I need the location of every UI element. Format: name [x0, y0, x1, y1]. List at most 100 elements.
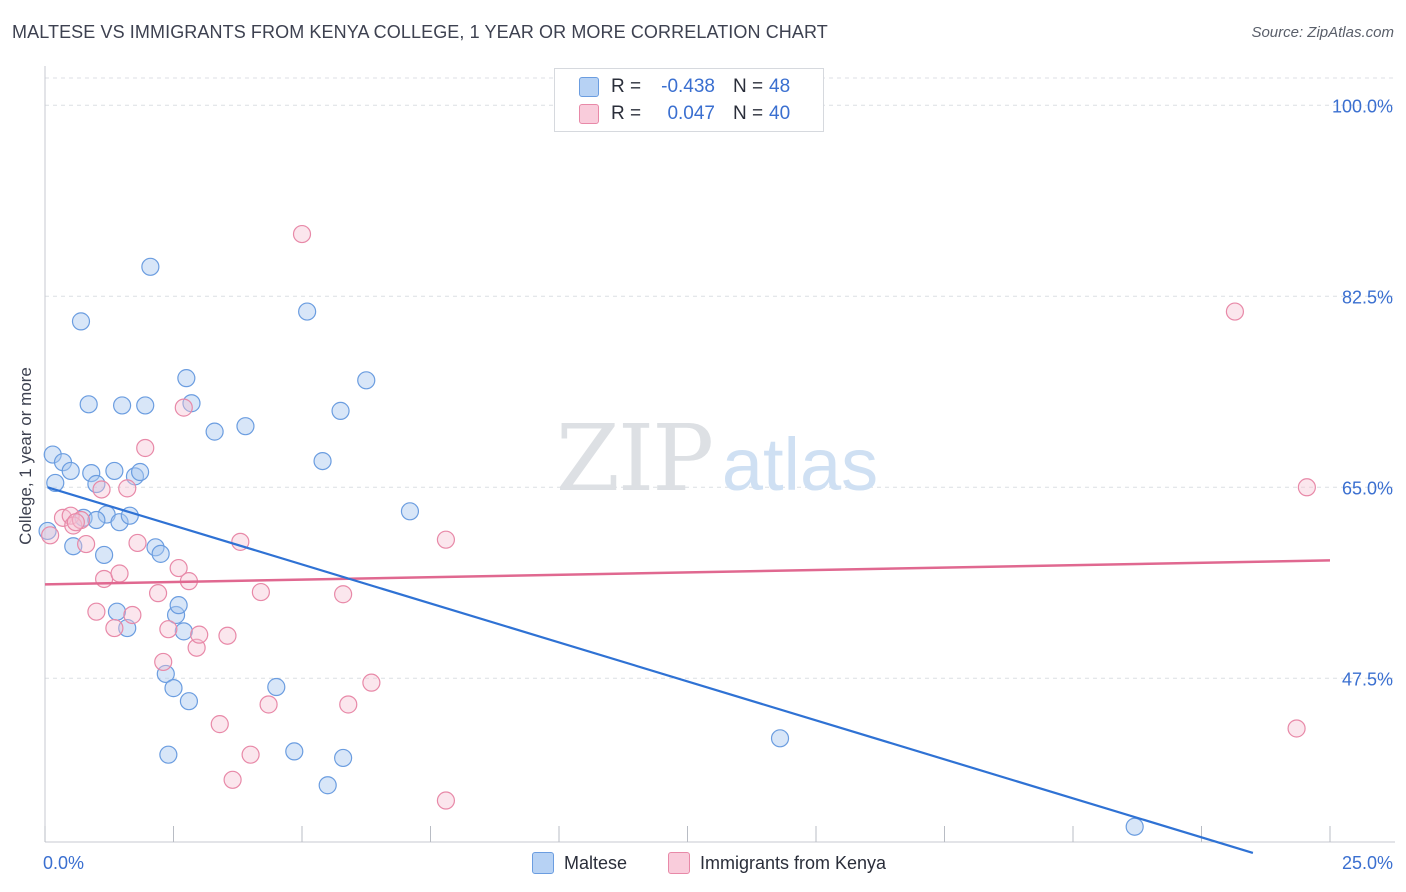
maltese-point — [334, 748, 353, 768]
maltese-point — [159, 745, 178, 764]
r-label: R = — [611, 76, 642, 97]
watermark: ZIP atlas — [556, 405, 878, 512]
maltese-point — [177, 369, 196, 388]
legend-row-maltese: R = -0.438 N = 48 — [579, 75, 790, 99]
n-label: N = — [733, 76, 764, 97]
maltese-points — [38, 257, 1144, 836]
kenya-point — [159, 620, 178, 639]
maltese-point — [110, 513, 129, 532]
maltese-point — [236, 417, 255, 436]
kenya-point — [110, 564, 129, 583]
maltese-point — [267, 677, 286, 697]
n-value: 48 — [769, 76, 791, 97]
maltese-trend-line — [47, 486, 1254, 854]
stats-legend: R = -0.438 N = 48 R = 0.047 N = 40 — [554, 68, 824, 132]
kenya-point — [251, 582, 270, 602]
axes — [44, 66, 1395, 843]
maltese-point — [1125, 817, 1144, 836]
trend-lines — [44, 486, 1331, 854]
kenya-point — [241, 745, 260, 764]
y-tick-label: 82.5% — [1342, 287, 1393, 307]
kenya-point — [436, 530, 456, 549]
watermark-atlas: atlas — [722, 423, 878, 506]
kenya-legend-label: Immigrants from Kenya — [700, 852, 887, 873]
kenya-point — [1225, 302, 1245, 321]
kenya-point — [87, 602, 106, 621]
maltese-point — [151, 544, 170, 563]
legend-item-maltese[interactable]: Maltese — [532, 852, 627, 874]
kenya-point — [1297, 478, 1316, 497]
kenya-point — [136, 438, 155, 458]
maltese-point — [43, 445, 62, 464]
kenya-point — [362, 673, 381, 692]
watermark-zip: ZIP — [556, 405, 712, 512]
legend-row-kenya: R = 0.047 N = 40 — [579, 102, 790, 126]
x-tick-label-min: 0.0% — [43, 853, 84, 873]
maltese-point — [770, 729, 790, 748]
maltese-point — [61, 461, 80, 481]
maltese-point — [95, 545, 114, 565]
maltese-point — [112, 396, 132, 415]
maltese-point — [105, 461, 124, 481]
maltese-point — [107, 602, 127, 621]
kenya-point — [154, 652, 173, 672]
maltese-point — [136, 396, 155, 415]
kenya-point — [92, 480, 111, 499]
kenya-point — [190, 625, 209, 644]
kenya-point — [148, 584, 168, 603]
maltese-point — [357, 371, 376, 390]
maltese-point — [285, 742, 304, 761]
maltese-point — [82, 463, 101, 483]
kenya-point — [77, 534, 96, 554]
kenya-points — [41, 224, 1316, 810]
maltese-legend-swatch — [532, 852, 554, 874]
legend-item-kenya[interactable]: Immigrants from Kenya — [668, 852, 886, 874]
kenya-point — [218, 626, 237, 645]
maltese-point — [87, 510, 106, 530]
kenya-point — [334, 585, 353, 604]
maltese-point — [318, 776, 337, 795]
maltese-point — [87, 474, 106, 494]
kenya-trend-line — [44, 559, 1331, 586]
kenya-point — [41, 526, 60, 545]
r-value: 0.047 — [667, 103, 715, 124]
maltese-point — [141, 257, 160, 276]
kenya-legend-swatch — [668, 852, 690, 874]
kenya-point — [95, 569, 114, 589]
kenya-point — [118, 479, 137, 498]
maltese-point — [400, 502, 420, 521]
maltese-point — [46, 473, 65, 493]
y-tick-label: 100.0% — [1332, 96, 1393, 116]
maltese-point — [164, 679, 183, 698]
kenya-point — [436, 791, 456, 810]
y-tick-label: 47.5% — [1342, 669, 1393, 689]
maltese-point — [174, 622, 193, 641]
kenya-point — [174, 398, 193, 417]
gridlines — [45, 77, 1395, 679]
chart-title: MALTESE VS IMMIGRANTS FROM KENYA COLLEGE… — [12, 22, 828, 42]
maltese-point — [298, 302, 317, 321]
kenya-point — [292, 224, 312, 244]
kenya-point — [339, 695, 358, 714]
kenya-point — [66, 513, 85, 532]
n-value: 40 — [769, 103, 791, 124]
tick-labels: 47.5% 65.0% 82.5% 100.0% 0.0% 25.0% — [43, 96, 1393, 873]
r-value: -0.438 — [661, 76, 715, 97]
x-tick-label-max: 25.0% — [1342, 853, 1393, 873]
maltese-point — [331, 401, 350, 420]
kenya-point — [169, 558, 188, 578]
maltese-point — [179, 692, 199, 711]
kenya-point — [223, 770, 242, 789]
kenya-point — [105, 618, 124, 638]
maltese-point — [169, 596, 188, 615]
maltese-point — [313, 451, 332, 471]
kenya-swatch — [579, 104, 599, 124]
r-label: R = — [611, 103, 642, 124]
maltese-point — [205, 422, 224, 441]
kenya-point — [1287, 719, 1306, 738]
n-label: N = — [733, 103, 764, 124]
kenya-point — [123, 605, 142, 625]
chart-source: Source: ZipAtlas.com — [1251, 24, 1394, 41]
kenya-point — [210, 715, 229, 734]
